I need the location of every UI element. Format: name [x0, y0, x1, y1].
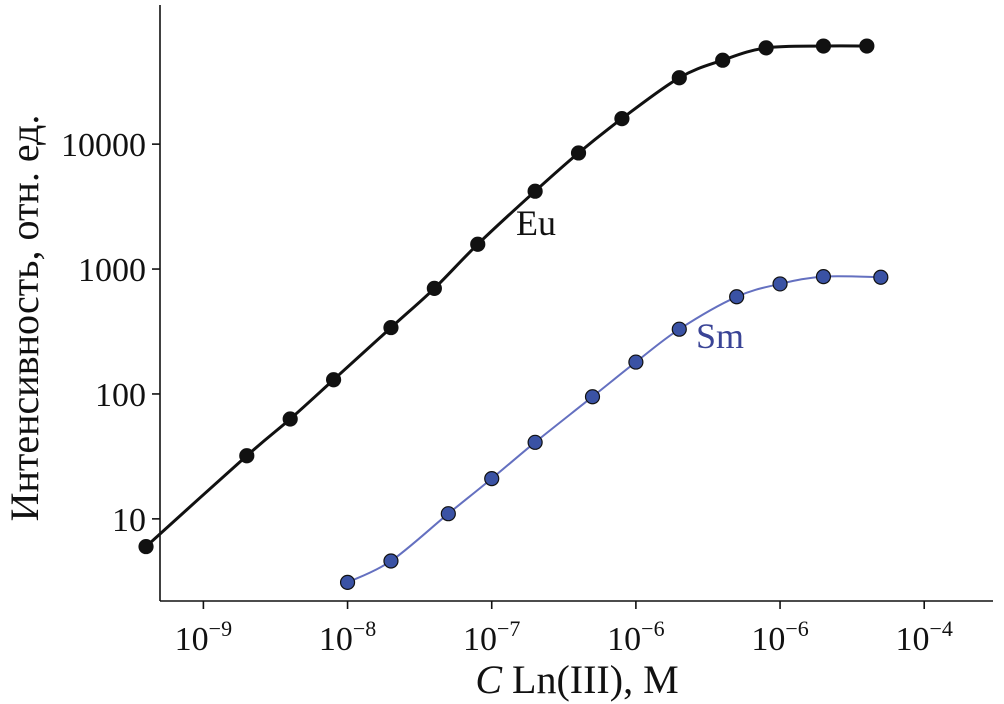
- data-point-eu: [859, 38, 875, 54]
- data-point-eu: [325, 372, 342, 388]
- series-label-eu: Eu: [516, 203, 556, 243]
- data-point-sm: [584, 389, 601, 405]
- x-tick-label: 10−6: [607, 616, 664, 658]
- data-point-sm: [671, 321, 687, 337]
- x-tick-label-base: 10: [463, 621, 497, 658]
- x-tick-label-base: 10: [175, 621, 209, 658]
- x-tick-label-exp: −9: [209, 616, 232, 641]
- data-point-eu: [614, 111, 630, 127]
- data-point-sm: [873, 269, 889, 285]
- data-point-sm: [484, 471, 500, 487]
- data-point-eu: [815, 38, 832, 54]
- series-line-sm: [347, 275, 881, 584]
- y-tick-label: 1000: [78, 252, 146, 289]
- x-tick-label: 10−9: [175, 616, 232, 658]
- x-tick-label: 10−4: [896, 616, 953, 658]
- x-tick-label-base: 10: [319, 621, 353, 658]
- data-point-eu: [758, 40, 774, 56]
- x-tick-label-base: 10: [896, 621, 930, 658]
- x-tick-label-exp: −6: [641, 616, 664, 641]
- x-tick-label-exp: −7: [497, 616, 520, 641]
- data-point-sm: [339, 574, 356, 590]
- y-axis-label: Интенсивность, отн. ед.: [2, 115, 47, 522]
- data-point-eu: [282, 411, 298, 427]
- data-point-eu: [715, 52, 731, 68]
- x-axis-label-var: C: [475, 657, 503, 702]
- data-point-eu: [671, 70, 687, 86]
- y-tick-label: 10000: [61, 127, 146, 164]
- y-tick-label: 10: [112, 502, 146, 539]
- x-tick-label-exp: −6: [785, 616, 808, 641]
- data-point-sm: [815, 269, 832, 285]
- x-axis-label-unit: Ln(III), M: [502, 657, 679, 702]
- x-tick-label: 10−8: [319, 616, 376, 658]
- data-point-sm: [440, 506, 456, 522]
- data-point-eu: [138, 538, 154, 555]
- data-point-eu: [426, 280, 442, 296]
- x-tick-label-base: 10: [751, 621, 785, 658]
- x-tick-label-exp: −8: [353, 616, 376, 641]
- data-point-eu: [383, 319, 399, 336]
- data-point-sm: [383, 553, 399, 569]
- data-point-sm: [729, 289, 745, 305]
- data-point-eu: [239, 448, 255, 464]
- y-tick-label: 100: [95, 377, 146, 414]
- data-point-sm: [527, 434, 543, 450]
- x-tick-label: 10−7: [463, 616, 520, 658]
- x-axis-label: C Ln(III), M: [475, 657, 678, 702]
- series-line-eu: [144, 44, 867, 548]
- data-point-eu: [527, 183, 543, 199]
- x-tick-label-base: 10: [607, 621, 641, 658]
- data-point-eu: [570, 145, 587, 161]
- x-tick-label: 10−6: [751, 616, 808, 658]
- series-label-sm: Sm: [696, 316, 744, 356]
- data-point-eu: [470, 236, 486, 252]
- series-layer: [138, 38, 889, 590]
- data-point-sm: [772, 276, 788, 292]
- data-point-sm: [628, 354, 644, 370]
- x-tick-label-exp: −4: [930, 616, 953, 641]
